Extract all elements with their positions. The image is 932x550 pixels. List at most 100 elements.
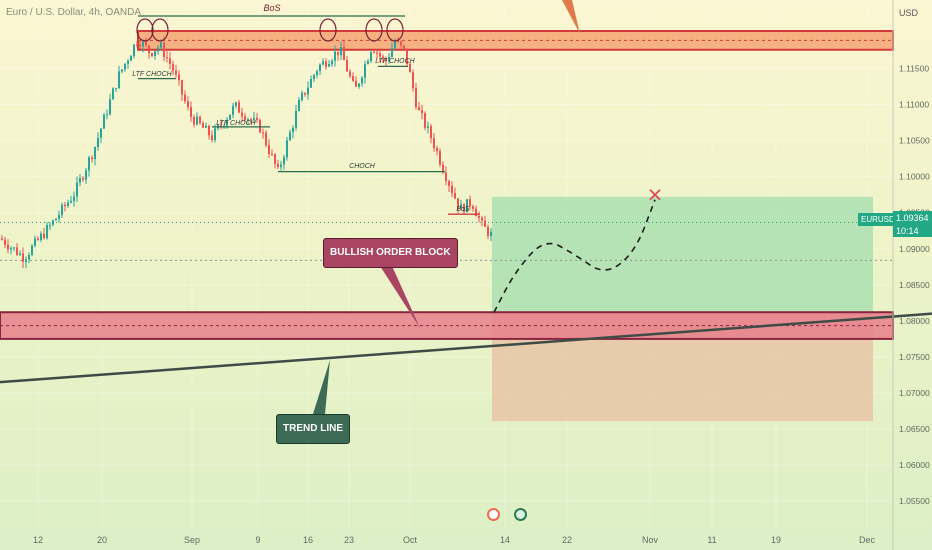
- candle-body: [355, 80, 357, 87]
- candle-body: [277, 163, 279, 168]
- candle-body: [133, 44, 135, 57]
- ltf-choch-label-3: LTF CHOCH: [375, 58, 415, 65]
- candle-body: [292, 127, 294, 133]
- candle-body: [439, 151, 441, 165]
- candle-body: [148, 45, 150, 54]
- candle-body: [397, 41, 399, 43]
- candle-body: [247, 119, 249, 121]
- swing-high-circle: [319, 18, 337, 42]
- symbol-badge: EURUSD: [858, 213, 898, 226]
- candle-body: [151, 53, 153, 57]
- candle-body: [415, 88, 417, 108]
- candle-body: [61, 204, 63, 216]
- candle-body: [58, 215, 60, 219]
- candle-body: [331, 60, 333, 65]
- y-tick-label: 1.10000: [899, 172, 930, 182]
- candle-body: [382, 56, 384, 59]
- candle-body: [472, 206, 474, 209]
- x-tick-label: 23: [344, 535, 354, 545]
- candle-body: [463, 204, 465, 213]
- candle-body: [226, 119, 228, 126]
- top-callout-pointer: [562, 0, 580, 34]
- candle-body: [373, 52, 375, 54]
- y-tick-label: 1.08500: [899, 280, 930, 290]
- bullish-ob-pointer: [380, 266, 420, 328]
- x-tick-label: 12: [33, 535, 43, 545]
- candle-body: [391, 48, 393, 57]
- candle-body: [121, 69, 123, 72]
- candle-body: [214, 128, 216, 141]
- candle-body: [241, 112, 243, 117]
- bos-top-label: BoS: [263, 3, 280, 13]
- candle-body: [178, 74, 180, 81]
- candle-body: [184, 94, 186, 102]
- candle-body: [76, 182, 78, 197]
- candle-body: [250, 119, 252, 121]
- candle-body: [40, 233, 42, 240]
- candle-body: [253, 117, 255, 120]
- candle-body: [271, 153, 273, 155]
- candle-body: [205, 125, 207, 128]
- candle-body: [265, 132, 267, 146]
- swing-high-circle: [386, 18, 404, 42]
- last-price-value: 1.09364: [896, 213, 929, 223]
- candle-body: [103, 114, 105, 129]
- candle-body: [379, 53, 381, 57]
- candle-body: [280, 164, 282, 168]
- candle-body: [208, 125, 210, 136]
- candle-body: [22, 253, 24, 262]
- candle-body: [394, 41, 396, 49]
- candle-body: [316, 71, 318, 76]
- candle-body: [142, 41, 144, 47]
- candle-body: [64, 204, 66, 207]
- candle-body: [238, 102, 240, 113]
- candle-body: [31, 245, 33, 255]
- candles: [1, 36, 492, 269]
- candle-body: [34, 238, 36, 246]
- candle-body: [79, 178, 81, 183]
- candle-body: [106, 114, 108, 116]
- candle-body: [82, 178, 84, 180]
- currency-label[interactable]: USD: [898, 8, 918, 18]
- candle-body: [259, 119, 261, 133]
- y-tick-label: 1.06000: [899, 460, 930, 470]
- bos-low-label: BoS: [456, 206, 470, 213]
- candle-body: [454, 193, 456, 199]
- candle-body: [370, 52, 372, 62]
- candle-body: [25, 259, 27, 262]
- candle-body: [157, 47, 159, 52]
- economic-event-icon[interactable]: [487, 508, 500, 521]
- candle-body: [70, 200, 72, 203]
- y-tick-label: 1.08000: [899, 316, 930, 326]
- candle-body: [52, 220, 54, 225]
- candle-body: [7, 244, 9, 250]
- trend-line-pointer: [313, 360, 330, 414]
- candle-body: [433, 138, 435, 149]
- candle-body: [13, 247, 15, 249]
- candle-body: [202, 123, 204, 128]
- candle-body: [400, 41, 402, 46]
- candle-body: [304, 92, 306, 95]
- candle-body: [460, 204, 462, 209]
- candle-body: [235, 102, 237, 106]
- x-tick-label: Oct: [403, 535, 418, 545]
- candle-body: [94, 147, 96, 159]
- candle-body: [436, 148, 438, 152]
- y-tick-label: 1.07000: [899, 388, 930, 398]
- x-tick-label: Nov: [642, 535, 659, 545]
- candle-body: [367, 61, 369, 65]
- candle-body: [385, 58, 387, 61]
- candle-body: [196, 116, 198, 125]
- candle-body: [406, 48, 408, 65]
- target-cross-b: [649, 189, 661, 201]
- projection: [493, 189, 661, 313]
- candle-body: [361, 77, 363, 84]
- candle-body: [88, 157, 90, 171]
- candle-body: [211, 135, 213, 141]
- candle-body: [49, 224, 51, 226]
- candle-body: [409, 64, 411, 73]
- candle-body: [403, 45, 405, 49]
- candle-body: [490, 231, 492, 237]
- dividend-event-icon[interactable]: [514, 508, 527, 521]
